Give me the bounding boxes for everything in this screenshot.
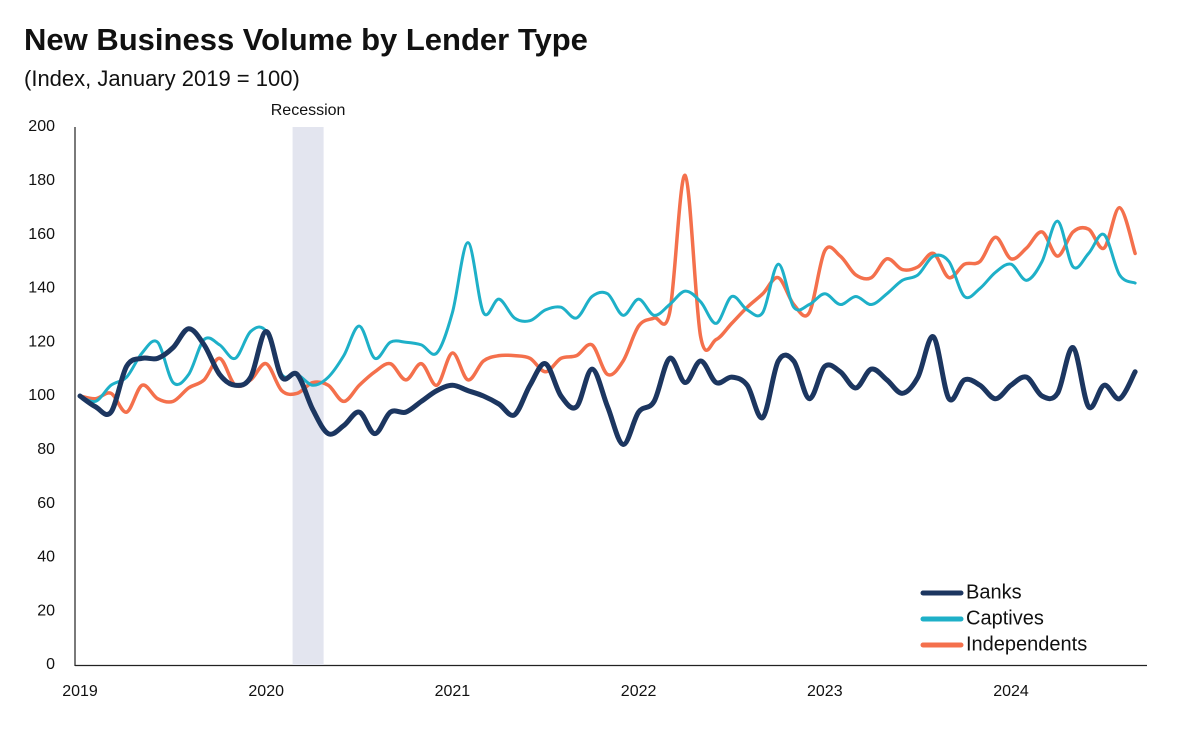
y-tick-label: 0 — [46, 656, 55, 673]
x-tick-label: 2024 — [993, 683, 1029, 700]
x-tick-label: 2019 — [62, 683, 98, 700]
y-tick-label: 140 — [28, 280, 55, 297]
series-line — [78, 219, 1137, 404]
x-tick-label: 2022 — [621, 683, 657, 700]
y-tick-label: 60 — [37, 495, 55, 512]
y-tick-label: 180 — [28, 172, 55, 189]
chart-title: New Business Volume by Lender Type — [24, 22, 588, 57]
y-tick-label: 200 — [28, 118, 55, 135]
y-tick-label: 160 — [28, 226, 55, 243]
x-tick-label: 2020 — [248, 683, 284, 700]
recession-label: Recession — [271, 102, 346, 119]
legend-label: Captives — [966, 607, 1044, 629]
chart-subtitle: (Index, January 2019 = 100) — [24, 66, 300, 91]
y-tick-label: 120 — [28, 333, 55, 350]
y-tick-label: 20 — [37, 602, 55, 619]
x-tick-label: 2023 — [807, 683, 843, 700]
series-line — [78, 173, 1137, 414]
legend-label: Banks — [966, 581, 1022, 603]
y-tick-label: 100 — [28, 387, 55, 404]
y-tick-label: 80 — [37, 441, 55, 458]
series-line — [77, 326, 1138, 447]
x-tick-label: 2021 — [435, 683, 471, 700]
legend-label: Independents — [966, 633, 1087, 655]
y-tick-label: 40 — [37, 549, 55, 566]
